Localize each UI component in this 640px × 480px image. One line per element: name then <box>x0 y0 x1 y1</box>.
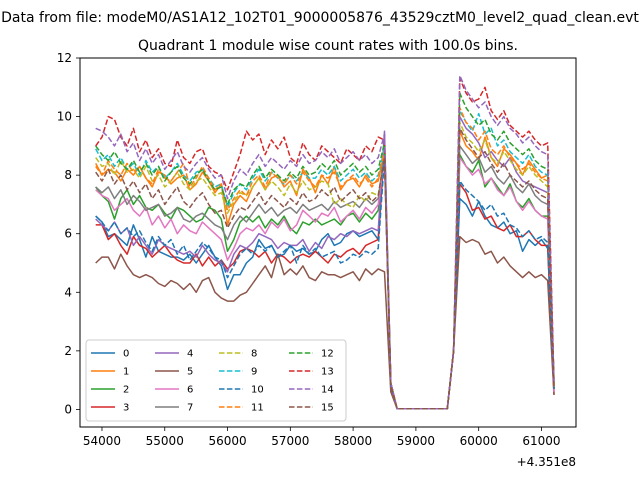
x-tick-label: 60000 <box>460 434 498 448</box>
x-tick-label: 56000 <box>208 434 246 448</box>
series-line-6 <box>95 156 555 410</box>
legend-label-14: 14 <box>321 385 334 396</box>
legend-label-1: 1 <box>123 367 129 378</box>
x-tick-label: 61000 <box>522 434 560 448</box>
legend-label-2: 2 <box>123 385 129 396</box>
figure-suptitle: Data from file: modeM0/AS1A12_102T01_900… <box>1 10 639 26</box>
series-line-7 <box>95 145 555 410</box>
x-tick-label: 55000 <box>146 434 184 448</box>
legend-label-5: 5 <box>187 367 193 378</box>
y-axis: 0 2 4 6 8 10 12 <box>57 51 80 416</box>
series-lines <box>95 74 555 410</box>
y-tick-label: 8 <box>64 168 72 182</box>
legend-label-0: 0 <box>123 349 129 360</box>
legend-label-3: 3 <box>123 403 129 414</box>
legend-label-13: 13 <box>321 367 334 378</box>
x-axis: 54000 55000 56000 57000 58000 59000 60000 61000 <box>83 427 561 448</box>
x-offset-label: +4.351e8 <box>517 455 576 469</box>
x-tick-label: 54000 <box>83 434 121 448</box>
series-line-11 <box>95 107 555 410</box>
series-line-3 <box>95 145 555 410</box>
y-tick-label: 10 <box>57 110 72 124</box>
series-line-4 <box>95 115 555 410</box>
y-tick-label: 0 <box>64 402 72 416</box>
plot-area <box>79 57 577 428</box>
y-tick-label: 12 <box>57 51 72 65</box>
legend-label-6: 6 <box>187 385 193 396</box>
legend-label-10: 10 <box>251 385 264 396</box>
legend-box <box>85 339 347 422</box>
legend-label-8: 8 <box>251 349 257 360</box>
x-tick-label: 57000 <box>271 434 309 448</box>
series-line-0 <box>95 148 555 410</box>
series-line-14 <box>95 74 555 410</box>
legend-label-15: 15 <box>321 403 334 414</box>
series-line-2 <box>95 153 555 410</box>
series-line-15 <box>95 127 555 410</box>
y-tick-label: 6 <box>64 227 72 241</box>
series-line-10 <box>95 156 555 410</box>
legend-label-7: 7 <box>187 403 193 414</box>
legend-label-4: 4 <box>187 349 193 360</box>
x-tick-label: 58000 <box>334 434 372 448</box>
legend-label-9: 9 <box>251 367 257 378</box>
legend-label-12: 12 <box>321 349 334 360</box>
series-line-13 <box>95 77 555 410</box>
y-tick-label: 4 <box>64 285 72 299</box>
chart-title: Quadrant 1 module wise count rates with … <box>138 38 518 54</box>
x-tick-label: 59000 <box>397 434 435 448</box>
series-line-12 <box>95 92 555 410</box>
legend-label-11: 11 <box>251 403 264 414</box>
y-tick-label: 2 <box>64 344 72 358</box>
axes-frame <box>79 57 577 428</box>
series-line-5 <box>95 235 555 410</box>
